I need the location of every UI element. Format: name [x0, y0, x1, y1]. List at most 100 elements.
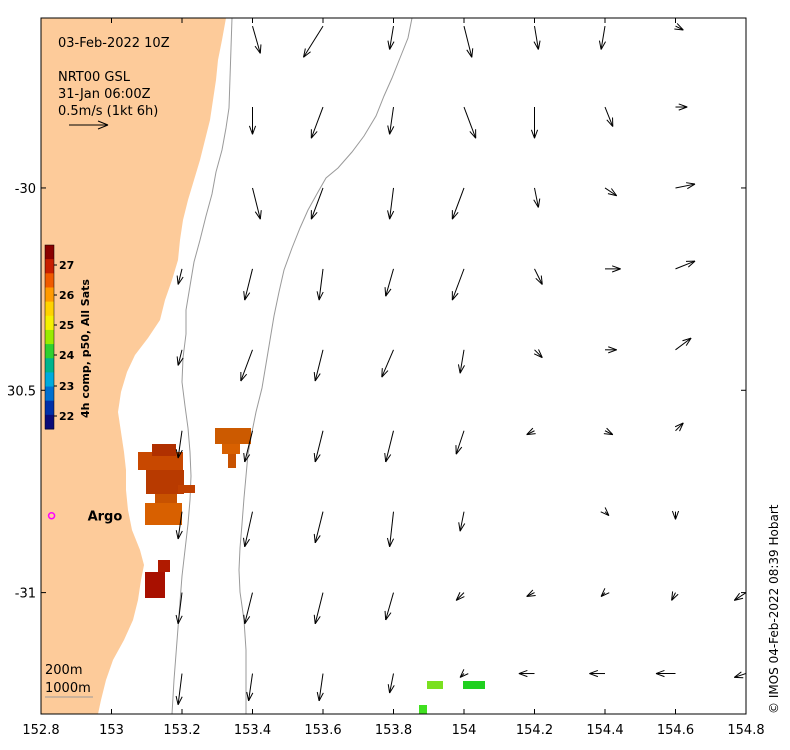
current-vector — [600, 588, 610, 597]
sst-patch — [152, 444, 176, 456]
isobath-1000m — [238, 18, 413, 714]
current-vector — [455, 430, 465, 455]
current-vector — [381, 349, 394, 378]
x-tick-label: 154.8 — [727, 723, 764, 738]
colorbar-tick-label: 24 — [59, 349, 75, 362]
sst-patch — [427, 681, 443, 689]
colorbar-tick-label: 22 — [59, 410, 74, 423]
colorbar-segment — [45, 259, 54, 274]
colorbar-tick-label: 26 — [59, 289, 75, 302]
sst-patch — [145, 503, 182, 525]
x-tick-label: 154.6 — [657, 723, 694, 738]
current-vector — [313, 592, 324, 625]
x-tick-label: 153.8 — [375, 723, 412, 738]
current-vector — [175, 673, 183, 705]
x-tick-label: 154.2 — [516, 723, 553, 738]
current-vector — [533, 349, 543, 359]
x-tick-label: 153.2 — [163, 723, 200, 738]
current-vector — [671, 591, 679, 601]
sst-patch — [155, 494, 177, 504]
y-tick-label: 30.5 — [7, 384, 36, 399]
current-vector — [246, 673, 254, 702]
colorbar-segment — [45, 400, 54, 416]
x-tick-label: 153.4 — [234, 723, 271, 738]
current-vector — [655, 669, 676, 678]
colorbar-segment — [45, 386, 54, 402]
current-vector — [303, 25, 324, 58]
x-tick-label: 153 — [99, 723, 124, 738]
current-vector — [675, 103, 688, 111]
product-date: 31-Jan 06:00Z — [58, 87, 151, 102]
colorbar-segment — [45, 315, 54, 331]
current-vector — [603, 427, 614, 436]
colorbar-segment — [45, 287, 54, 303]
current-vector — [175, 592, 183, 625]
x-tick-label: 153.6 — [304, 723, 341, 738]
colorbar-frame — [44, 244, 55, 430]
colorbar-segment — [45, 329, 54, 345]
scale-arrow-icon — [69, 120, 109, 130]
colorbar-tick-label: 27 — [59, 259, 74, 272]
current-vector — [604, 187, 618, 197]
current-vector — [459, 669, 469, 678]
current-vector — [384, 430, 394, 463]
current-vector — [451, 187, 465, 220]
current-vector — [310, 187, 324, 220]
colorbar-segment — [45, 301, 54, 317]
current-vector — [600, 507, 610, 517]
y-tick-label: -31 — [15, 587, 36, 602]
land-area — [41, 18, 226, 714]
current-vector — [733, 592, 746, 601]
current-vector — [243, 511, 253, 548]
current-vector — [386, 511, 395, 547]
current-vector — [463, 106, 477, 139]
current-vector — [534, 268, 543, 285]
current-vector — [674, 422, 684, 432]
current-vector — [604, 106, 614, 127]
current-vector — [176, 268, 184, 285]
current-vector — [310, 106, 324, 139]
current-vector — [526, 427, 536, 436]
imos-credit: © IMOS 04-Feb-2022 08:39 Hobart — [767, 504, 781, 714]
current-vector — [176, 349, 184, 366]
colorbar-segment — [45, 344, 54, 359]
colorbar-tick-label: 25 — [59, 319, 74, 332]
isobath-200m-label: 200m — [45, 663, 82, 678]
sst-patch — [222, 444, 240, 454]
current-vector — [240, 349, 253, 382]
current-vector — [598, 26, 606, 50]
current-vector — [387, 26, 395, 50]
colorbar-segment — [45, 358, 54, 373]
current-vector — [733, 671, 746, 679]
x-tick-label: 154 — [452, 723, 477, 738]
colorbar-tick-label: 23 — [59, 380, 74, 393]
current-vector — [316, 673, 324, 702]
current-vector — [387, 673, 395, 694]
current-vector — [605, 265, 621, 273]
sst-patch — [228, 454, 236, 468]
current-vector — [526, 589, 536, 598]
argo-label: Argo — [88, 510, 123, 525]
current-vector — [252, 187, 262, 220]
current-vector — [675, 260, 696, 270]
sst-patch — [178, 485, 195, 493]
current-vector — [243, 430, 253, 463]
current-vector — [313, 511, 324, 544]
x-tick-label: 152.8 — [22, 723, 59, 738]
current-vector — [252, 25, 262, 54]
sst-patches — [138, 428, 485, 714]
sst-patch — [145, 572, 165, 598]
colorbar-segment — [45, 372, 54, 388]
argo-float-marker[interactable] — [47, 511, 56, 520]
sst-patch — [215, 428, 251, 444]
current-vector — [175, 511, 183, 540]
current-vector — [675, 182, 696, 190]
current-vector — [457, 349, 465, 374]
current-vector — [243, 268, 253, 301]
current-vector — [384, 268, 394, 297]
current-vector — [671, 510, 680, 520]
current-vector — [674, 23, 684, 31]
current-vector — [387, 187, 395, 220]
axes: 152.8 153 153.2 153.4 153.6 153.8 154 154.2 154.… — [7, 18, 765, 738]
current-vector — [533, 26, 541, 50]
